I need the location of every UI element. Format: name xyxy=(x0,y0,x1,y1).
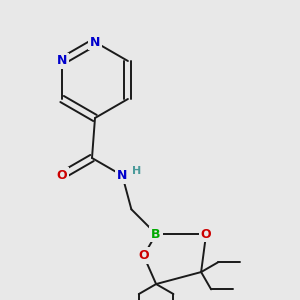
Text: O: O xyxy=(138,249,149,262)
Text: O: O xyxy=(56,169,67,182)
Text: O: O xyxy=(201,228,212,241)
Text: H: H xyxy=(132,166,142,176)
Text: B: B xyxy=(152,228,161,241)
Text: N: N xyxy=(117,169,128,182)
Text: N: N xyxy=(90,35,100,49)
Text: N: N xyxy=(57,55,67,68)
